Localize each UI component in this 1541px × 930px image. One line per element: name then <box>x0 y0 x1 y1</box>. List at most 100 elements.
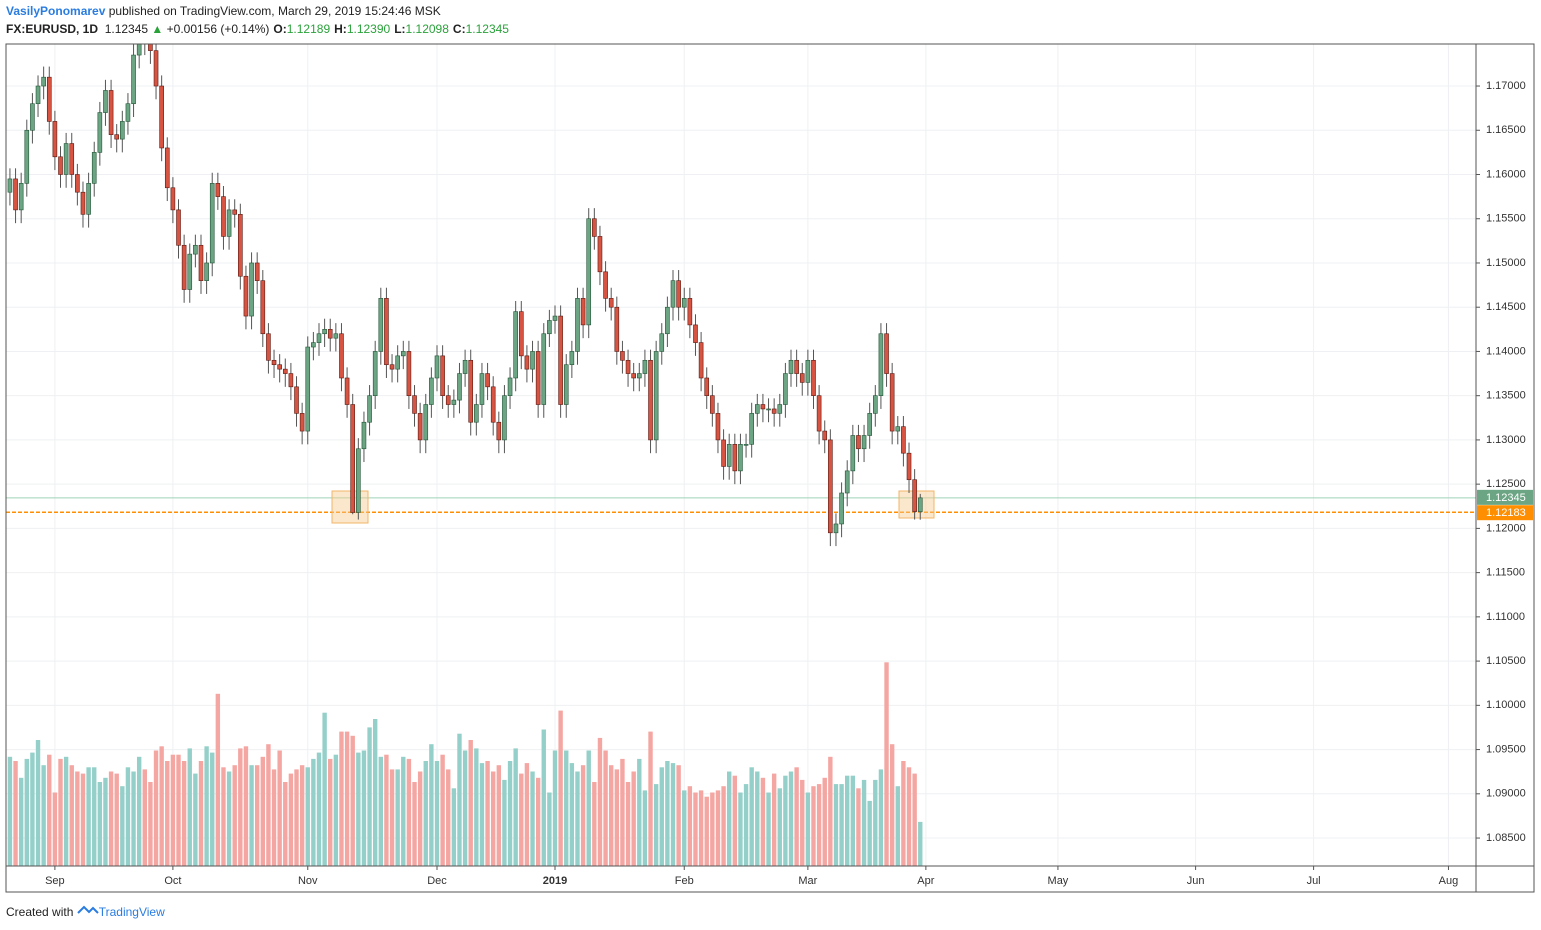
grid <box>6 44 1476 866</box>
marked-level-label: 1.12183 <box>1486 507 1526 519</box>
candle-body <box>839 492 844 525</box>
volume-bar <box>47 754 52 866</box>
volume-bar <box>749 767 754 866</box>
volume-bar <box>856 788 861 866</box>
volume-bar <box>221 767 226 866</box>
volume-bar <box>142 769 147 866</box>
volume-bar <box>24 758 29 866</box>
candle-body <box>288 373 294 388</box>
candle-body <box>215 183 221 197</box>
volume-bar <box>637 758 642 866</box>
candle-body <box>181 244 187 290</box>
volume-bar <box>69 765 74 866</box>
x-tick-label: Jun <box>1187 875 1205 887</box>
candle-body <box>485 373 490 388</box>
volume-bar <box>839 784 844 866</box>
volume-bar <box>148 782 153 866</box>
candle-body <box>580 298 586 326</box>
candle-body <box>417 413 423 441</box>
candle-body <box>209 183 215 264</box>
volume-bar <box>552 750 558 866</box>
volume-bar <box>322 712 327 866</box>
candle-body <box>136 44 142 56</box>
x-tick-label: Oct <box>164 875 181 887</box>
volume-bar <box>226 771 232 866</box>
candle-body <box>592 218 597 237</box>
volume-bar <box>496 765 502 866</box>
candle-body <box>41 76 46 87</box>
volume-bar <box>541 729 546 866</box>
volume-bar <box>783 775 788 866</box>
candle-body <box>665 306 670 335</box>
candle-body <box>811 359 816 396</box>
volume-bar <box>653 784 659 866</box>
candle-body <box>164 147 170 189</box>
volume-bar <box>288 773 294 866</box>
volume-bar <box>328 758 333 866</box>
volume-bar <box>468 740 473 866</box>
volume-bar <box>524 763 530 866</box>
volume-bar <box>715 790 721 866</box>
volume-bar <box>243 746 249 866</box>
volume-bar <box>159 746 164 866</box>
volume-bar <box>788 771 794 866</box>
volume-bar <box>429 744 434 866</box>
candle-body <box>479 373 485 405</box>
candle-body <box>423 404 429 441</box>
candle-body <box>91 152 97 184</box>
volume-bar <box>136 756 142 866</box>
candle-body <box>103 90 108 113</box>
header-line: VasilyPonomarev published on TradingView… <box>6 4 441 18</box>
candle-body <box>24 129 30 184</box>
volume-bar <box>232 765 237 866</box>
volume-bar <box>339 731 344 866</box>
candle-body <box>867 413 872 436</box>
volume-bar <box>845 775 850 866</box>
volume-bar <box>811 786 816 866</box>
volume-bar <box>457 733 462 866</box>
volume-bar <box>13 761 18 866</box>
volume-bar <box>535 777 541 866</box>
candle-body <box>850 435 856 472</box>
candle-body <box>917 497 923 512</box>
highlight-box <box>331 490 369 524</box>
volume-bar <box>372 719 378 866</box>
volume-bar <box>507 761 513 866</box>
y-tick-label: 1.12500 <box>1486 478 1526 490</box>
volume-bar <box>564 750 569 866</box>
volume-bar <box>80 773 86 866</box>
candle-body <box>844 470 850 494</box>
x-tick-label: Sep <box>45 875 65 887</box>
volume-bar <box>884 662 889 866</box>
volume-bar <box>665 761 670 866</box>
change: +0.00156 (+0.14%) <box>166 22 270 36</box>
volume-bar <box>120 786 125 866</box>
candle-body <box>659 333 665 352</box>
candle-body <box>361 421 367 450</box>
volume-bar <box>406 758 412 866</box>
candle-body <box>541 333 547 405</box>
y-tick-label: 1.09000 <box>1486 788 1526 800</box>
volume-bar <box>344 731 350 866</box>
volume-bar <box>108 771 114 866</box>
volume-bar <box>479 763 485 866</box>
author: VasilyPonomarev <box>6 4 106 18</box>
candle-body <box>631 373 636 379</box>
volume-bar <box>721 786 726 866</box>
volume-bar <box>389 769 395 866</box>
volume-bar <box>631 771 636 866</box>
candle-body <box>350 404 356 513</box>
y-tick-label: 1.12000 <box>1486 522 1526 534</box>
candle-body <box>620 351 625 361</box>
x-tick-label: Aug <box>1439 875 1459 887</box>
volume-bar <box>867 800 872 866</box>
candle-body <box>558 315 563 405</box>
candle-body <box>816 395 822 432</box>
volume-bar <box>434 761 440 866</box>
volume-bar <box>608 765 614 866</box>
candle-body <box>75 174 80 193</box>
volume-bar <box>395 769 400 866</box>
volume-bar <box>193 773 198 866</box>
candle-body <box>771 408 777 414</box>
volume-bar <box>125 767 131 866</box>
